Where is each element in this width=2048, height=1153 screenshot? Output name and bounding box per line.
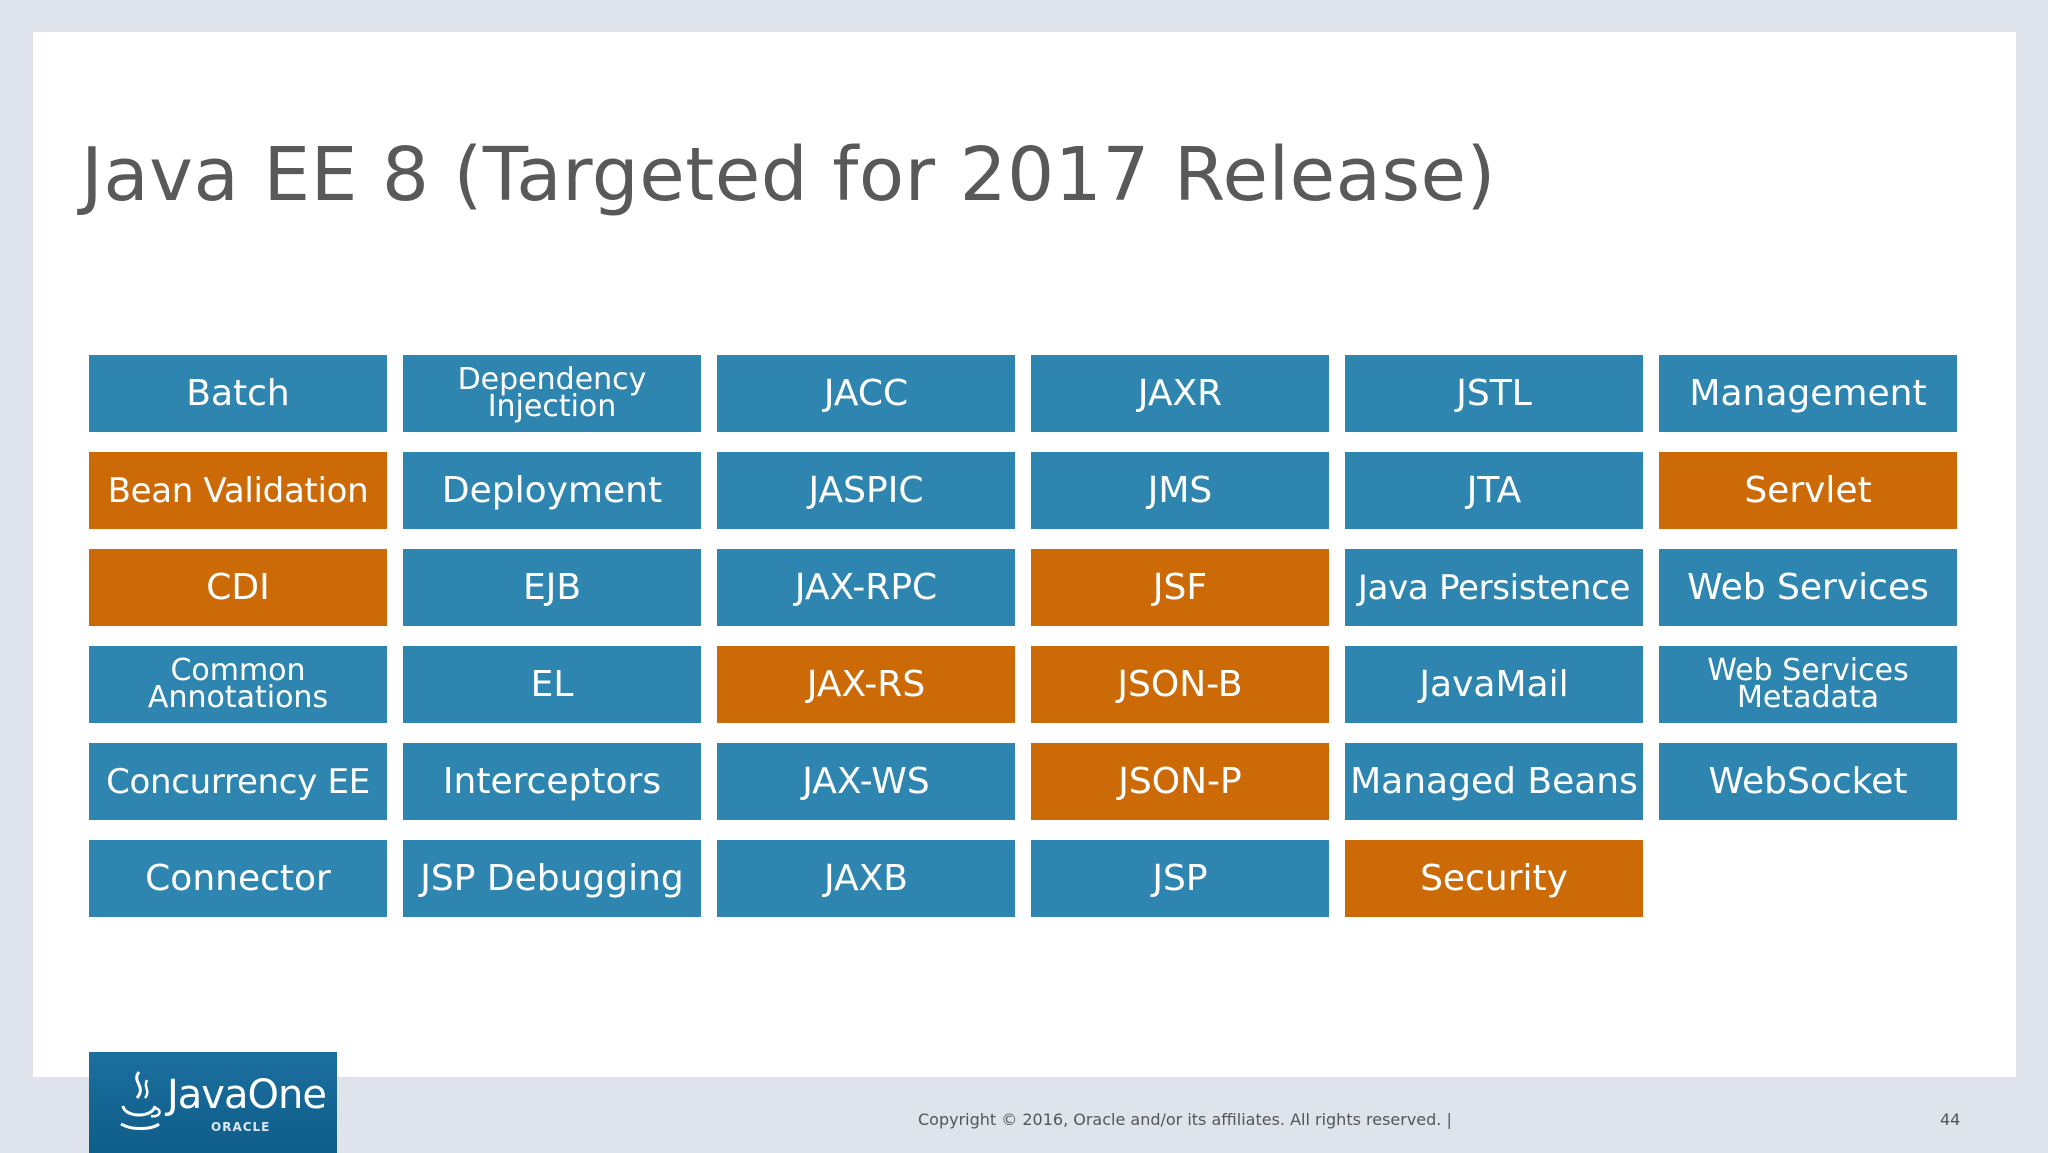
page-number: 44	[1940, 1110, 1961, 1129]
tile-management: Management	[1659, 355, 1957, 432]
footer-copyright: Copyright © 2016, Oracle and/or its affi…	[918, 1110, 1452, 1129]
tile-web-services: Web Services	[1659, 549, 1957, 626]
tile-jaxr: JAXR	[1031, 355, 1329, 432]
tile-ejb: EJB	[403, 549, 701, 626]
tile-batch: Batch	[89, 355, 387, 432]
tile-websocket: WebSocket	[1659, 743, 1957, 820]
logo-brand-text: JavaOne	[167, 1072, 327, 1118]
tile-dependency-injection: Dependency Injection	[403, 355, 701, 432]
tile-security: Security	[1345, 840, 1643, 917]
slide: Java EE 8 (Targeted for 2017 Release) Ba…	[33, 32, 2016, 1077]
tile-jta: JTA	[1345, 452, 1643, 529]
tile-jaspic: JASPIC	[717, 452, 1015, 529]
tile-interceptors: Interceptors	[403, 743, 701, 820]
tile-jaxb: JAXB	[717, 840, 1015, 917]
tile-java-persistence: Java Persistence	[1345, 549, 1643, 626]
slide-title: Java EE 8 (Targeted for 2017 Release)	[81, 132, 1496, 218]
tile-json-b: JSON-B	[1031, 646, 1329, 723]
tile-jsp-debugging: JSP Debugging	[403, 840, 701, 917]
tile-jms: JMS	[1031, 452, 1329, 529]
tile-deployment: Deployment	[403, 452, 701, 529]
tile-cdi: CDI	[89, 549, 387, 626]
tile-jsp: JSP	[1031, 840, 1329, 917]
tile-jstl: JSTL	[1345, 355, 1643, 432]
tile-connector: Connector	[89, 840, 387, 917]
tile-concurrency-ee: Concurrency EE	[89, 743, 387, 820]
technology-grid: Batch Dependency Injection JACC JAXR JSTL Man…	[89, 355, 1957, 917]
tile-managed-beans: Managed Beans	[1345, 743, 1643, 820]
tile-json-p: JSON-P	[1031, 743, 1329, 820]
java-cup-icon	[120, 1071, 161, 1130]
logo-oracle-text: ORACLE	[211, 1120, 271, 1134]
tile-common-annotations: Common Annotations	[89, 646, 387, 723]
tile-jax-ws: JAX-WS	[717, 743, 1015, 820]
javaone-logo: JavaOne ORACLE	[89, 1052, 337, 1153]
tile-jacc: JACC	[717, 355, 1015, 432]
tile-el: EL	[403, 646, 701, 723]
tile-bean-validation: Bean Validation	[89, 452, 387, 529]
tile-jax-rs: JAX-RS	[717, 646, 1015, 723]
tile-jsf: JSF	[1031, 549, 1329, 626]
tile-javamail: JavaMail	[1345, 646, 1643, 723]
tile-web-services-metadata: Web Services Metadata	[1659, 646, 1957, 723]
tile-servlet: Servlet	[1659, 452, 1957, 529]
tile-jax-rpc: JAX-RPC	[717, 549, 1015, 626]
